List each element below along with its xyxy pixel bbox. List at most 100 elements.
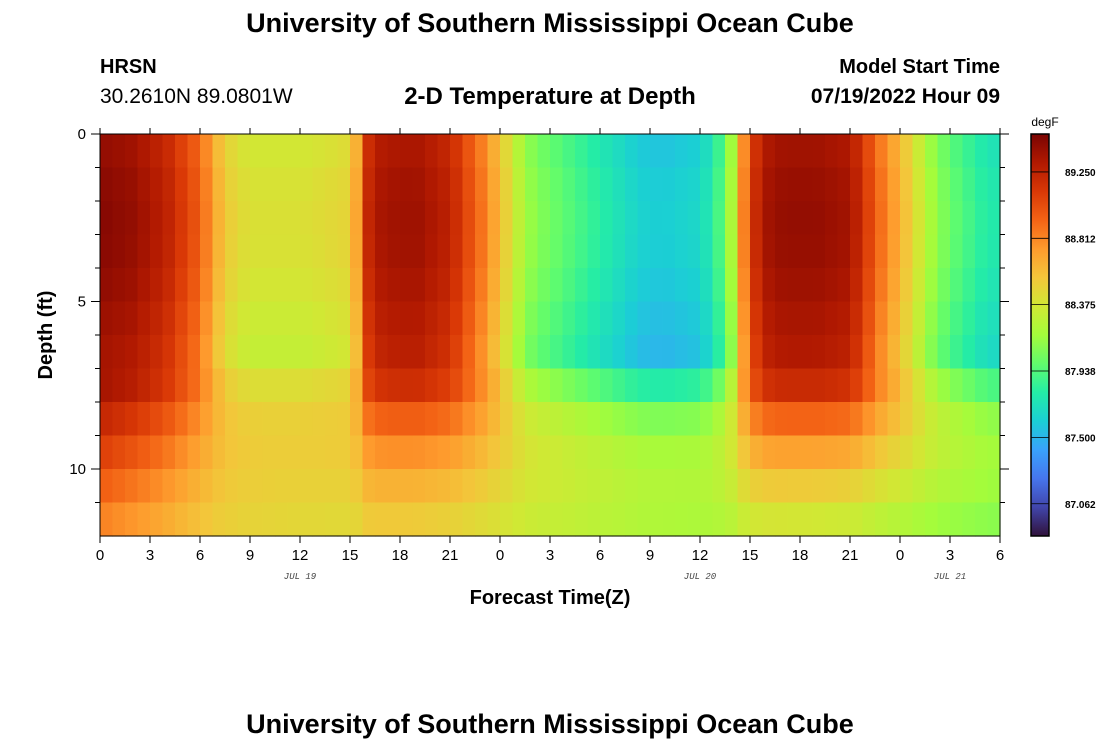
heatmap-cell — [525, 234, 539, 269]
heatmap-cell — [675, 435, 689, 470]
heatmap-cell — [325, 435, 339, 470]
heatmap-cell — [262, 134, 276, 169]
heatmap-cell — [962, 167, 976, 202]
heatmap-cell — [200, 167, 214, 202]
heatmap-cell — [500, 435, 514, 470]
heatmap-cell — [375, 134, 389, 169]
heatmap-cell — [287, 402, 301, 437]
heatmap-cell — [275, 368, 289, 403]
heatmap-cell — [250, 268, 264, 303]
heatmap-cell — [762, 167, 776, 202]
heatmap-cell — [312, 469, 326, 504]
heatmap-cell — [550, 335, 564, 370]
heatmap-cell — [100, 301, 114, 336]
heatmap-cell — [200, 234, 214, 269]
heatmap-cell — [725, 268, 739, 303]
heatmap-cell — [987, 134, 1001, 169]
heatmap-cell — [987, 234, 1001, 269]
heatmap-cell — [287, 268, 301, 303]
heatmap-cell — [475, 201, 489, 236]
heatmap-cell — [187, 167, 201, 202]
heatmap-cell — [637, 167, 651, 202]
heatmap-cell — [450, 268, 464, 303]
heatmap-cell — [125, 134, 139, 169]
heatmap-cell — [212, 167, 226, 202]
heatmap-cell — [375, 435, 389, 470]
heatmap-cell — [450, 335, 464, 370]
heatmap-cell — [987, 502, 1001, 537]
heatmap-cell — [950, 301, 964, 336]
heatmap-cell — [937, 402, 951, 437]
heatmap-cell — [725, 134, 739, 169]
heatmap-cell — [600, 435, 614, 470]
heatmap-cell — [512, 301, 526, 336]
heatmap-cell — [112, 335, 126, 370]
heatmap-cell — [525, 502, 539, 537]
heatmap-cell — [762, 435, 776, 470]
heatmap-cell — [262, 201, 276, 236]
heatmap-cell — [162, 201, 176, 236]
heatmap-cell — [700, 368, 714, 403]
heatmap-cell — [637, 335, 651, 370]
x-tick-label: 18 — [792, 547, 809, 564]
heatmap-cell — [937, 368, 951, 403]
heatmap-cell — [362, 234, 376, 269]
heatmap-cell — [912, 402, 926, 437]
heatmap-cell — [175, 167, 189, 202]
heatmap-cell — [900, 335, 914, 370]
heatmap-cell — [925, 402, 939, 437]
heatmap-cell — [362, 402, 376, 437]
heatmap-cell — [412, 134, 426, 169]
heatmap-cell — [150, 234, 164, 269]
heatmap-cell — [537, 469, 551, 504]
heatmap-cell — [525, 167, 539, 202]
heatmap-cell — [825, 134, 839, 169]
heatmap-cell — [200, 134, 214, 169]
heatmap-cell — [162, 167, 176, 202]
heatmap-cell — [100, 502, 114, 537]
heatmap-cell — [400, 335, 414, 370]
heatmap-cell — [325, 234, 339, 269]
heatmap-cell — [500, 134, 514, 169]
heatmap-cell — [550, 268, 564, 303]
heatmap-cell — [387, 335, 401, 370]
heatmap-cell — [962, 234, 976, 269]
heatmap-cell — [637, 134, 651, 169]
heatmap-cell — [662, 234, 676, 269]
heatmap-cell — [462, 335, 476, 370]
heatmap-cell — [650, 469, 664, 504]
heatmap-cell — [337, 469, 351, 504]
heatmap-cell — [850, 201, 864, 236]
heatmap-cell — [387, 134, 401, 169]
heatmap-cell — [500, 201, 514, 236]
heatmap-cell — [700, 268, 714, 303]
heatmap-cell — [887, 234, 901, 269]
heatmap-cell — [550, 368, 564, 403]
heatmap-cell — [325, 201, 339, 236]
heatmap-cell — [575, 301, 589, 336]
heatmap-cell — [862, 502, 876, 537]
heatmap-cell — [750, 201, 764, 236]
heatmap-cell — [687, 268, 701, 303]
heatmap-cell — [287, 502, 301, 537]
heatmap-cell — [950, 435, 964, 470]
heatmap-cell — [112, 402, 126, 437]
heatmap-cell — [675, 402, 689, 437]
heatmap-cell — [900, 368, 914, 403]
heatmap-cell — [775, 502, 789, 537]
heatmap-cell — [725, 368, 739, 403]
heatmap-cell — [237, 234, 251, 269]
heatmap-cell — [112, 301, 126, 336]
heatmap-cell — [475, 469, 489, 504]
heatmap-cell — [600, 368, 614, 403]
heatmap-cell — [487, 301, 501, 336]
heatmap-cell — [687, 201, 701, 236]
heatmap-cell — [275, 167, 289, 202]
heatmap-cell — [125, 402, 139, 437]
heatmap-cell — [387, 502, 401, 537]
heatmap-cell — [412, 268, 426, 303]
heatmap-cell — [625, 268, 639, 303]
heatmap-cell — [787, 469, 801, 504]
heatmap-cell — [125, 301, 139, 336]
heatmap-cell — [162, 368, 176, 403]
